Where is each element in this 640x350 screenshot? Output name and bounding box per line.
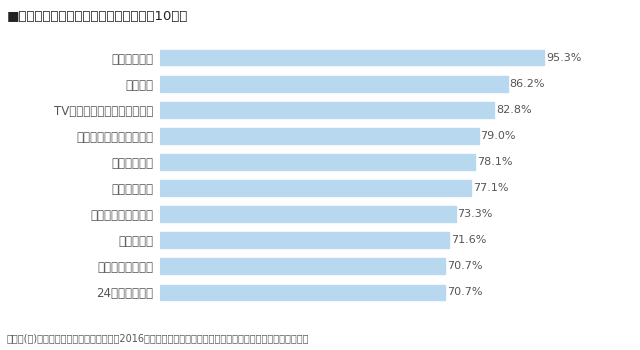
Text: 出典：(株)リクルート住まいカンパニー「2016年度賃貸契約者に見る部屋探しの実態調査（首都圏版）」より: 出典：(株)リクルート住まいカンパニー「2016年度賃貸契約者に見る部屋探しの実… [6,333,309,343]
Text: 73.3%: 73.3% [458,209,493,219]
Text: 71.6%: 71.6% [451,235,486,245]
Bar [160,206,456,222]
Text: 95.3%: 95.3% [547,52,582,63]
Bar [160,232,449,248]
Bar [160,128,479,144]
Bar [160,154,475,170]
Text: 70.7%: 70.7% [447,287,483,298]
Text: 82.8%: 82.8% [496,105,531,115]
Text: 78.1%: 78.1% [477,157,513,167]
Text: 86.2%: 86.2% [509,79,545,89]
Bar [160,50,544,65]
Bar [160,180,471,196]
Bar [160,258,445,274]
Bar [160,285,445,300]
Bar [160,102,494,118]
Text: 77.1%: 77.1% [473,183,508,193]
Bar [160,76,508,92]
Text: 70.7%: 70.7% [447,261,483,271]
Text: 79.0%: 79.0% [481,131,516,141]
Text: ■次に引っ越すときに欲しい設備　上位10項目: ■次に引っ越すときに欲しい設備 上位10項目 [6,10,188,23]
